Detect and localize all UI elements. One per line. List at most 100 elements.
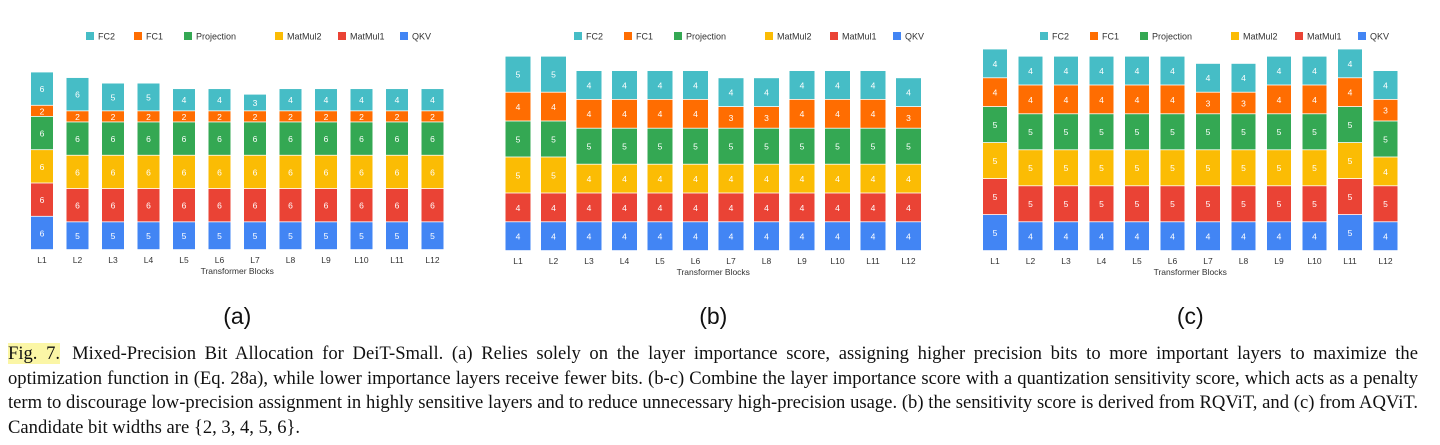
bar-segment-projection-l12	[896, 128, 921, 164]
bar-segment-matmul2-l6	[208, 155, 231, 189]
legend-label-fc1: FC1	[1102, 32, 1119, 42]
data-label-qkv-l7: 5	[253, 231, 258, 241]
bar-segment-matmul1-l8	[754, 193, 779, 222]
data-label-qkv-l2: 4	[551, 232, 556, 242]
data-label-matmul1-l11: 5	[1348, 192, 1353, 202]
bar-segment-fc2-l12	[896, 78, 921, 107]
data-label-matmul2-l1: 5	[993, 156, 998, 166]
bar-segment-projection-l1	[505, 121, 531, 157]
x-tick-l11: L11	[390, 255, 404, 265]
data-label-fc1-l5: 4	[1135, 95, 1140, 105]
bar-segment-matmul1-l8	[1231, 186, 1256, 222]
x-tick-l4: L4	[1097, 256, 1107, 266]
bar-segment-matmul1-l5	[173, 188, 195, 222]
data-label-projection-l2: 5	[551, 134, 556, 144]
bar-segment-fc2-l3	[1054, 56, 1078, 85]
data-label-projection-l6: 5	[1170, 127, 1175, 137]
bar-segment-projection-l3	[1054, 114, 1078, 150]
bar-segment-matmul1-l7	[244, 188, 266, 222]
bar-segment-qkv-l3	[576, 222, 602, 251]
bar-segment-projection-l2	[1018, 114, 1043, 150]
data-label-fc2-l2: 5	[551, 70, 556, 80]
data-label-fc2-l1: 5	[516, 70, 521, 80]
data-label-matmul2-l4: 6	[146, 167, 151, 177]
figure-canvas: FC2 FC1 Projection MatMul2 MatMul1 QKV 6 6 6 6 2 6 L…	[31, 32, 1398, 329]
data-label-projection-l7: 5	[729, 142, 734, 152]
bar-segment-qkv-l4	[612, 222, 637, 251]
data-label-projection-l8: 6	[288, 134, 293, 144]
x-tick-l8: L8	[762, 256, 772, 266]
bar-segment-fc1-l2	[1018, 85, 1043, 114]
bar-segment-fc1-l11	[860, 99, 886, 128]
data-label-qkv-l8: 5	[288, 231, 293, 241]
data-label-matmul2-l10: 6	[359, 167, 364, 177]
data-label-qkv-l4: 4	[1099, 232, 1104, 242]
legend-swatch-matmul2	[275, 32, 283, 40]
chart-panel-3: FC2 FC1 Projection MatMul2 MatMul1 QKV 5 5 5 5 4 4 L…	[983, 32, 1398, 329]
bar-segment-matmul1-l4	[612, 193, 637, 222]
legend-swatch-qkv	[400, 32, 408, 40]
x-tick-l11: L11	[866, 256, 880, 266]
bar-segment-matmul2-l9	[1267, 150, 1291, 186]
bar-segment-matmul2-l5	[647, 164, 673, 193]
bar-segment-fc1-l7	[244, 111, 266, 122]
data-label-projection-l12: 5	[906, 142, 911, 152]
bar-segment-qkv-l4	[1089, 222, 1114, 251]
bar-segment-matmul1-l8	[279, 188, 302, 222]
data-label-matmul2-l11: 4	[871, 174, 876, 184]
bar-segment-fc1-l2	[66, 111, 89, 122]
data-label-matmul2-l2: 5	[551, 170, 556, 180]
bar-segment-projection-l4	[612, 128, 637, 164]
data-label-fc1-l9: 4	[1277, 95, 1282, 105]
bar-segment-qkv-l5	[1125, 222, 1149, 251]
data-label-projection-l3: 6	[111, 134, 116, 144]
data-label-projection-l9: 5	[800, 142, 805, 152]
data-label-projection-l6: 6	[217, 134, 222, 144]
data-label-projection-l9: 5	[1277, 127, 1282, 137]
data-label-matmul1-l1: 4	[516, 203, 521, 213]
data-label-matmul2-l12: 4	[1383, 167, 1388, 177]
bar-segment-matmul1-l12	[1373, 186, 1398, 222]
data-label-projection-l5: 6	[182, 134, 187, 144]
data-label-qkv-l11: 4	[871, 232, 876, 242]
data-label-matmul1-l2: 4	[551, 203, 556, 213]
bar-segment-projection-l11	[860, 128, 886, 164]
bar-segment-qkv-l2	[1018, 222, 1043, 251]
bar-segment-qkv-l5	[647, 222, 673, 251]
bar-segment-fc1-l4	[1089, 85, 1114, 114]
data-label-matmul2-l7: 6	[253, 167, 258, 177]
bar-segment-matmul2-l4	[1089, 150, 1114, 186]
bar-segment-fc2-l7	[1196, 63, 1220, 92]
data-label-matmul2-l4: 4	[622, 174, 627, 184]
bar-segment-matmul1-l7	[1196, 186, 1220, 222]
bar-segment-projection-l4	[137, 122, 160, 155]
bar-segment-qkv-l1	[505, 222, 531, 251]
bar-segment-qkv-l12	[421, 222, 444, 250]
bar-segment-qkv-l8	[1231, 222, 1256, 251]
data-label-matmul1-l3: 4	[587, 203, 592, 213]
bar-segment-fc1-l2	[541, 92, 566, 121]
data-label-matmul2-l1: 5	[516, 170, 521, 180]
data-label-qkv-l9: 5	[324, 231, 329, 241]
bar-segment-qkv-l7	[718, 222, 744, 251]
data-label-fc2-l12: 4	[906, 88, 911, 98]
bar-segment-fc2-l11	[860, 71, 886, 99]
data-label-projection-l10: 5	[835, 142, 840, 152]
x-tick-l3: L3	[584, 256, 594, 266]
data-label-fc1-l12: 3	[906, 113, 911, 123]
data-label-fc1-l9: 2	[324, 112, 329, 122]
x-tick-l7: L7	[250, 255, 260, 265]
data-label-projection-l9: 6	[324, 134, 329, 144]
data-label-projection-l6: 5	[693, 142, 698, 152]
data-label-projection-l11: 6	[395, 134, 400, 144]
bar-segment-fc1-l3	[1054, 85, 1078, 114]
bar-segment-matmul2-l12	[896, 164, 921, 193]
data-label-fc1-l8: 3	[1241, 98, 1246, 108]
data-label-matmul1-l3: 5	[1064, 199, 1069, 209]
data-label-matmul1-l10: 5	[1312, 199, 1317, 209]
bar-segment-fc1-l8	[279, 111, 302, 122]
bar-segment-fc2-l3	[576, 71, 602, 99]
data-label-fc1-l3: 4	[1064, 95, 1069, 105]
data-label-matmul2-l9: 4	[800, 174, 805, 184]
data-label-matmul2-l6: 5	[1170, 163, 1175, 173]
